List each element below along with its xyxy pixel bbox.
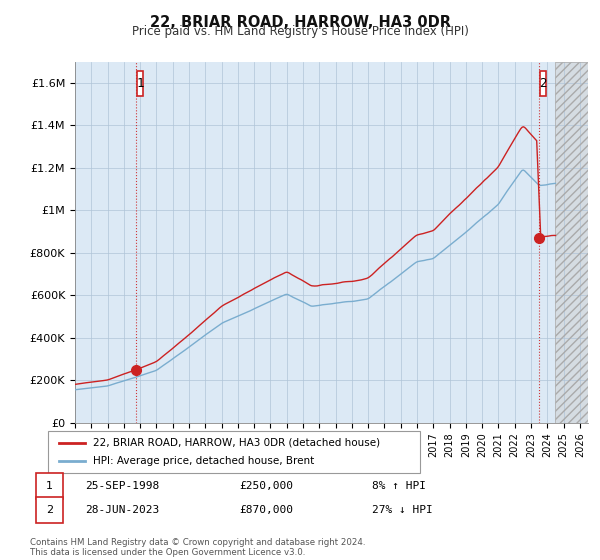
- Bar: [556, 62, 588, 423]
- Text: £870,000: £870,000: [240, 505, 294, 515]
- Text: 25-SEP-1998: 25-SEP-1998: [85, 481, 160, 491]
- Text: 2: 2: [539, 77, 547, 90]
- Text: 2: 2: [46, 505, 53, 515]
- Text: 22, BRIAR ROAD, HARROW, HA3 0DR: 22, BRIAR ROAD, HARROW, HA3 0DR: [149, 15, 451, 30]
- Bar: [137, 71, 143, 96]
- Bar: [35, 473, 63, 500]
- Text: 1: 1: [136, 77, 143, 90]
- Text: 22, BRIAR ROAD, HARROW, HA3 0DR (detached house): 22, BRIAR ROAD, HARROW, HA3 0DR (detache…: [92, 438, 380, 448]
- Bar: [540, 71, 547, 96]
- Text: Price paid vs. HM Land Registry's House Price Index (HPI): Price paid vs. HM Land Registry's House …: [131, 25, 469, 39]
- Text: HPI: Average price, detached house, Brent: HPI: Average price, detached house, Bren…: [92, 456, 314, 466]
- Text: £250,000: £250,000: [240, 481, 294, 491]
- Text: Contains HM Land Registry data © Crown copyright and database right 2024.
This d: Contains HM Land Registry data © Crown c…: [30, 538, 365, 557]
- Text: 28-JUN-2023: 28-JUN-2023: [85, 505, 160, 515]
- Bar: [556, 62, 588, 423]
- Text: 27% ↓ HPI: 27% ↓ HPI: [372, 505, 433, 515]
- Text: 8% ↑ HPI: 8% ↑ HPI: [372, 481, 426, 491]
- Bar: [35, 497, 63, 523]
- Text: 1: 1: [46, 481, 53, 491]
